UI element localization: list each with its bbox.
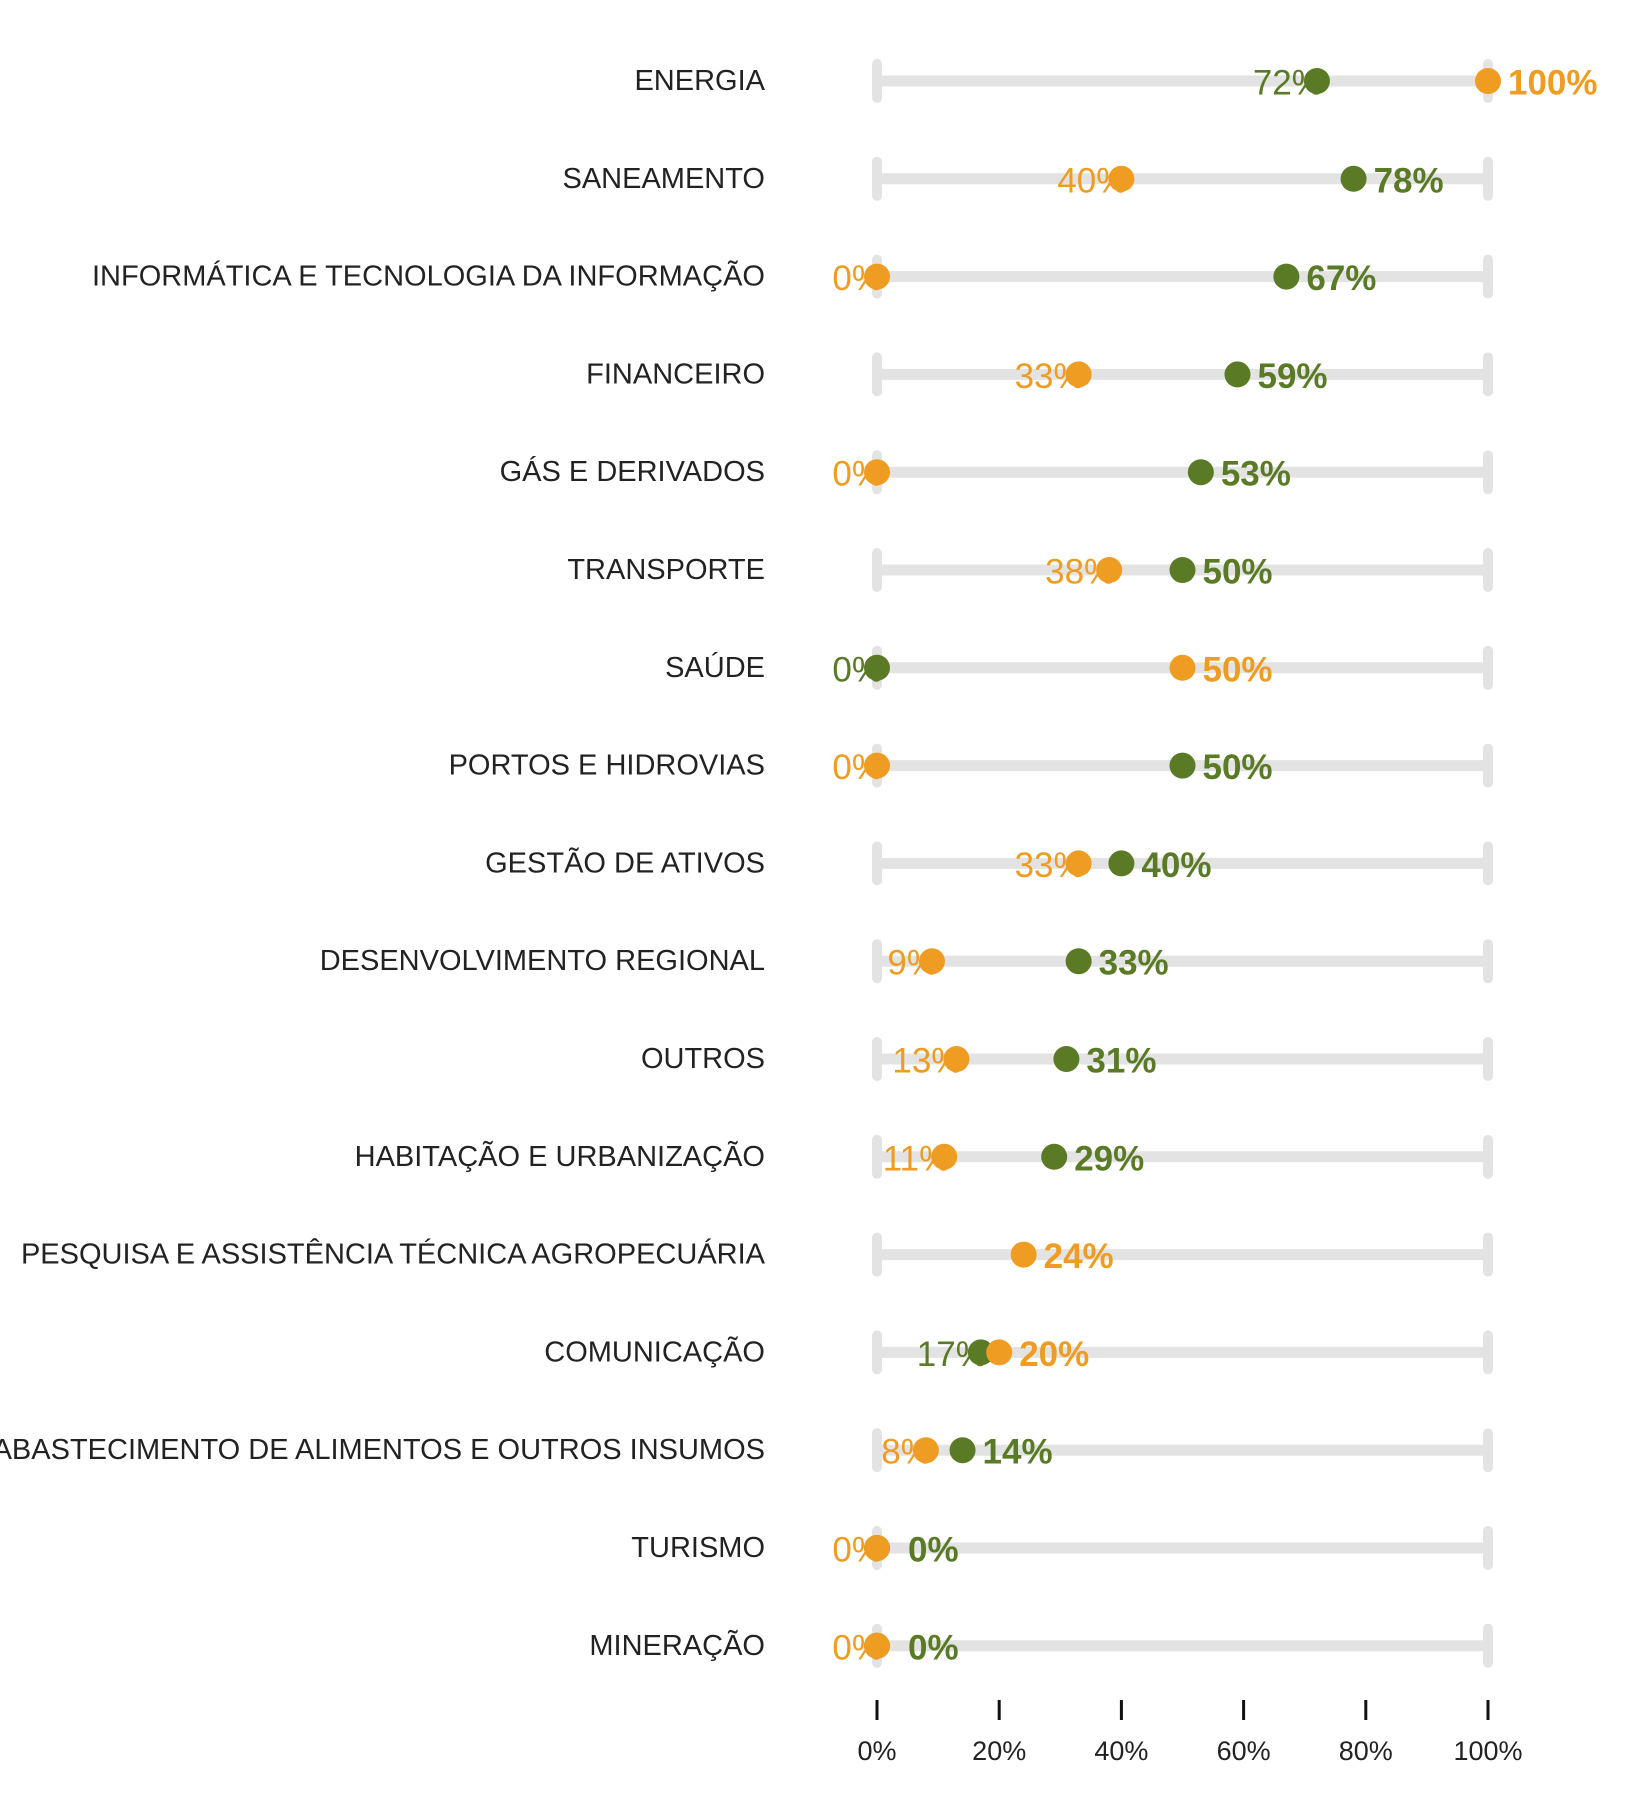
data-point-orange (931, 1143, 958, 1170)
category-label: HABITAÇÃO E URBANIZAÇÃO (355, 1139, 765, 1173)
category-label: TURISMO (631, 1532, 765, 1564)
value-label-orange: 24% (1044, 1237, 1114, 1276)
data-point-orange (912, 1437, 939, 1464)
data-point-green (1340, 165, 1367, 192)
x-tick-label: 0% (857, 1736, 896, 1766)
x-tick-label: 40% (1094, 1736, 1148, 1766)
value-label-orange: 33% (1015, 846, 1085, 885)
value-label-orange: 0% (832, 748, 883, 787)
data-point-green (1169, 752, 1196, 779)
value-label-green: 50% (1203, 748, 1273, 787)
data-point-green (1169, 557, 1196, 583)
category-label: ABASTECIMENTO DE ALIMENTOS E OUTROS INSU… (0, 1434, 765, 1466)
data-point-orange (918, 948, 945, 975)
data-point-orange (864, 752, 890, 779)
value-label-orange: 0% (832, 455, 883, 494)
x-tick-label: 100% (1453, 1736, 1522, 1766)
category-label: SANEAMENTO (562, 163, 765, 195)
data-point-orange (864, 263, 890, 290)
value-label-green: 33% (1099, 944, 1169, 983)
value-label-orange: 0% (832, 1628, 883, 1667)
data-point-green (1108, 850, 1135, 877)
data-point-green (1303, 68, 1330, 94)
value-label-green: 40% (1141, 846, 1211, 885)
category-label: PESQUISA E ASSISTÊNCIA TÉCNICA AGROPECUÁ… (21, 1238, 766, 1271)
value-label-orange: 38% (1045, 553, 1115, 592)
category-label: INFORMÁTICA E TECNOLOGIA DA INFORMAÇÃO (92, 259, 765, 293)
data-point-green (967, 1339, 994, 1366)
data-point-green (864, 654, 890, 681)
value-label-green: 14% (983, 1433, 1053, 1472)
value-label-green: 29% (1074, 1139, 1144, 1178)
category-label: OUTROS (641, 1043, 765, 1075)
value-label-green: 0% (908, 1531, 959, 1570)
value-label-green: 53% (1221, 455, 1291, 494)
value-label-orange: 0% (832, 259, 883, 298)
category-label: SAÚDE (665, 651, 765, 684)
x-tick-label: 80% (1339, 1736, 1393, 1766)
data-point-orange (1475, 68, 1501, 94)
value-label-orange: 11% (883, 1139, 950, 1178)
value-label-orange: 0% (832, 1531, 883, 1570)
data-point-orange (1010, 1241, 1037, 1268)
value-label-orange: 40% (1057, 161, 1127, 200)
data-point-orange (943, 1046, 970, 1072)
value-label-green: 0% (908, 1628, 959, 1667)
category-label: FINANCEIRO (586, 358, 765, 390)
data-point-orange (864, 1535, 890, 1561)
category-label: TRANSPORTE (567, 554, 765, 586)
value-label-green: 50% (1203, 553, 1273, 592)
x-tick-label: 20% (972, 1736, 1026, 1766)
value-label-orange: 9% (887, 944, 938, 983)
data-point-orange (1169, 654, 1196, 681)
value-label-green: 59% (1257, 357, 1327, 396)
value-label-orange: 20% (1019, 1335, 1089, 1374)
data-point-green (1273, 263, 1300, 290)
value-label-orange: 8% (881, 1433, 932, 1472)
x-axis: 0% 20% 40% 60% 80% 100% (857, 1700, 1523, 1766)
x-tick-label: 60% (1217, 1736, 1271, 1766)
value-label-green: 67% (1306, 259, 1376, 298)
value-label-orange: 13% (892, 1042, 962, 1081)
data-point-orange (1096, 557, 1123, 583)
value-label-green: 78% (1374, 161, 1444, 200)
data-point-green (949, 1437, 976, 1464)
data-point-orange (1065, 850, 1092, 877)
category-label: PORTOS E HIDROVIAS (449, 750, 765, 782)
data-point-green (1224, 361, 1251, 388)
category-label: MINERAÇÃO (589, 1628, 765, 1662)
data-point-orange (864, 1632, 890, 1659)
data-point-orange (1065, 361, 1092, 388)
value-label-orange: 100% (1508, 64, 1598, 103)
data-point-orange (1108, 165, 1135, 192)
value-label-orange: 33% (1015, 357, 1085, 396)
value-label-green: 0% (832, 650, 883, 689)
category-label: COMUNICAÇÃO (544, 1334, 765, 1368)
data-point-green (1053, 1046, 1080, 1072)
label-layer: ENERGIA 72% 100% SANEAMENTO 78% 40% INFORMÁTIC… (0, 64, 1598, 1668)
value-label-green: 31% (1086, 1042, 1156, 1081)
value-label-green: 17% (917, 1335, 987, 1374)
point-layer (864, 68, 1501, 1659)
value-label-orange: 50% (1203, 650, 1273, 689)
category-label: GÁS E DERIVADOS (500, 455, 765, 488)
category-label: GESTÃO DE ATIVOS (485, 845, 765, 879)
data-point-green (1187, 459, 1214, 486)
data-point-orange (986, 1339, 1013, 1366)
data-point-orange (864, 459, 890, 486)
value-label-green: 72% (1253, 64, 1323, 103)
data-point-green (1041, 1143, 1068, 1170)
data-point-green (1065, 948, 1092, 975)
category-label: ENERGIA (634, 65, 765, 97)
category-label: DESENVOLVIMENTO REGIONAL (320, 945, 765, 977)
